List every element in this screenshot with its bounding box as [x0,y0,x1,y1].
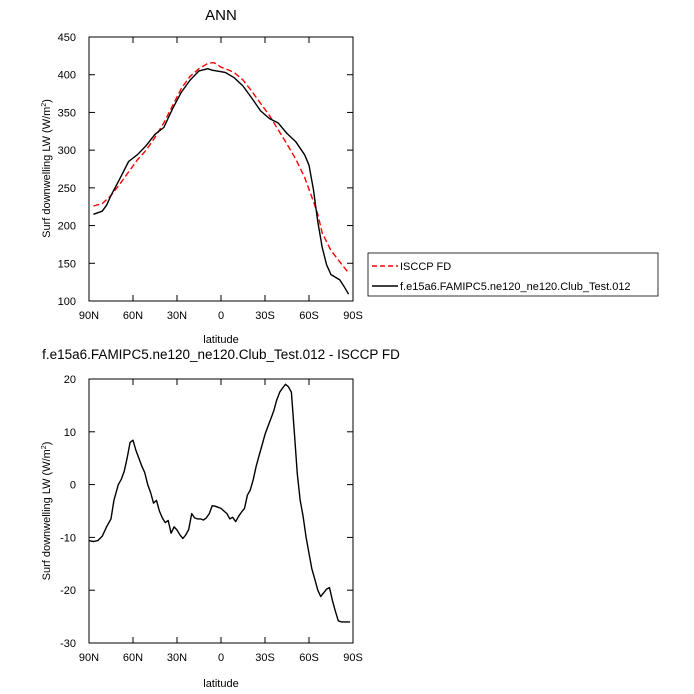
top-chart: ANN Surf downwelling LW (W/m2) latitude … [41,7,363,346]
top-series-line-0 [93,61,350,274]
top-y-tick-label: 250 [58,183,76,195]
bottom-x-tick-label: 30N [167,652,187,664]
bottom-y-tick-label: 0 [70,480,76,492]
bottom-x-tick-label: 60N [123,652,143,664]
bottom-chart-title: f.e15a6.FAMIPC5.ne120_ne120.Club_Test.01… [42,347,400,362]
top-y-tick-label: 350 [58,107,76,119]
bottom-y-tick-label: 20 [64,374,76,386]
top-y-tick-label: 200 [58,221,76,233]
top-chart-xlabel: latitude [203,334,238,346]
top-x-tick-label: 90S [343,310,363,322]
bottom-x-tick-label: 60S [299,652,319,664]
top-chart-title: ANN [205,7,237,24]
bottom-x-tick-label: 90S [343,652,363,664]
bottom-chart-ylabel-sup: 2 [41,445,48,449]
top-y-tick-label: 400 [58,70,76,82]
bottom-series-line-0 [88,383,351,623]
legend: ISCCP FD f.e15a6.FAMIPC5.ne120_ne120.Clu… [367,252,659,297]
legend-label-model: f.e15a6.FAMIPC5.ne120_ne120.Club_Test.01… [400,281,631,293]
legend-box [367,252,659,297]
top-x-tick-label: 60S [299,310,319,322]
bottom-chart-xlabel: latitude [203,678,238,690]
top-y-tick-label: 150 [58,258,76,270]
bottom-chart: f.e15a6.FAMIPC5.ne120_ne120.Club_Test.01… [41,347,400,690]
top-x-tick-label: 0 [218,310,224,322]
top-y-tick-label: 300 [58,145,76,157]
bottom-y-tick-label: 10 [64,427,76,439]
bottom-x-tick-label: 90N [79,652,99,664]
top-plot-frame [88,36,354,302]
bottom-x-tick-label: 0 [218,652,224,664]
bottom-y-tick-label: -30 [60,638,76,650]
bottom-y-tick-label: -20 [60,585,76,597]
bottom-chart-ylabel-close: ) [41,442,53,446]
bottom-chart-ylabel: Surf downwelling LW (W/m2) [41,442,53,581]
top-x-tick-label: 30N [167,310,187,322]
top-x-tick-label: 90N [79,310,99,322]
top-x-tick-label: 30S [255,310,275,322]
top-y-tick-label: 100 [58,296,76,308]
top-x-tick-label: 60N [123,310,143,322]
top-y-tick-label: 450 [58,32,76,44]
bottom-chart-ylabel-main: Surf downwelling LW (W/m [41,449,53,580]
top-chart-ylabel-sup: 2 [41,103,48,107]
bottom-x-tick-label: 30S [255,652,275,664]
top-series-line-1 [93,67,350,295]
bottom-plot-frame [88,378,354,644]
top-chart-ylabel-close: ) [41,99,53,103]
top-chart-ylabel: Surf downwelling LW (W/m2) [41,99,53,238]
bottom-y-tick-label: -10 [60,532,76,544]
legend-label-isccp: ISCCP FD [400,261,451,273]
top-chart-ylabel-main: Surf downwelling LW (W/m [41,107,53,238]
